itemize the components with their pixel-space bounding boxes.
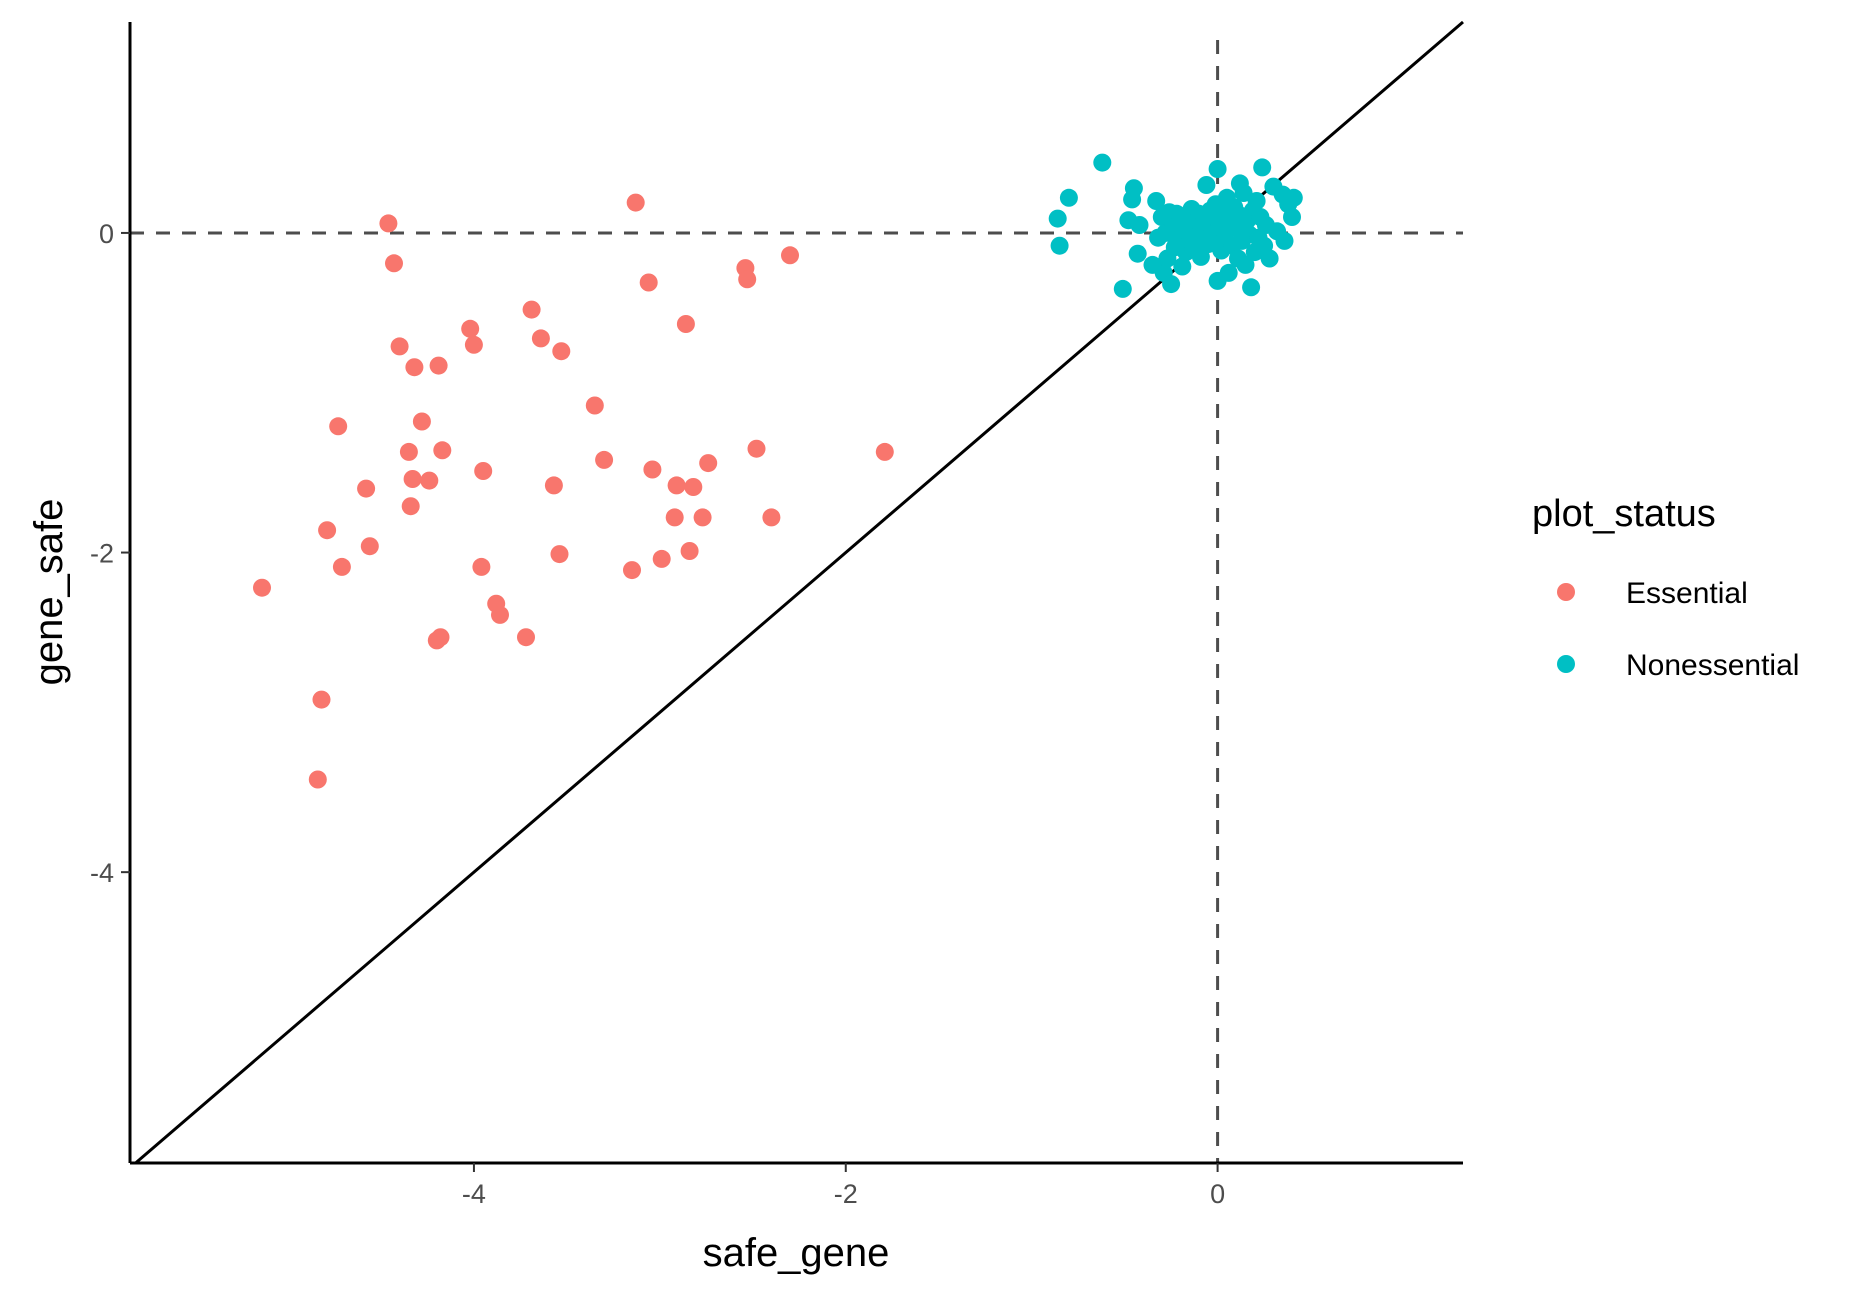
point-essential: [781, 246, 799, 265]
y-tick-label: 0: [99, 219, 114, 249]
point-nonessential: [1124, 179, 1143, 198]
point-essential: [643, 460, 662, 479]
point-essential: [684, 478, 703, 496]
point-essential: [357, 479, 376, 498]
point-essential: [665, 508, 684, 527]
point-essential: [550, 545, 569, 564]
x-tick-label: -2: [834, 1179, 858, 1209]
point-essential: [412, 412, 431, 431]
point-essential: [401, 497, 420, 516]
point-essential: [676, 315, 695, 333]
point-essential: [552, 342, 571, 361]
point-essential: [431, 628, 450, 647]
point-nonessential: [1143, 255, 1162, 274]
data-points: [253, 153, 1303, 789]
point-nonessential: [1128, 244, 1147, 263]
legend-key-essential: [1557, 583, 1575, 601]
legend-label-nonessential: Nonessential: [1626, 649, 1799, 682]
point-essential: [544, 476, 563, 495]
legend-label-essential: Essential: [1626, 577, 1748, 610]
point-essential: [405, 358, 424, 377]
point-essential: [332, 557, 351, 576]
point-nonessential: [1093, 153, 1112, 172]
point-essential: [875, 442, 894, 461]
x-axis-title: safe_gene: [703, 1231, 890, 1275]
point-essential: [253, 578, 271, 597]
point-nonessential: [1048, 209, 1067, 228]
point-essential: [379, 214, 398, 233]
x-tick-label: -4: [462, 1179, 486, 1209]
point-nonessential: [1130, 216, 1149, 234]
point-essential: [522, 300, 541, 319]
point-essential: [595, 450, 614, 469]
point-nonessential: [1260, 249, 1279, 268]
point-essential: [652, 549, 671, 568]
point-essential: [531, 329, 550, 348]
point-essential: [433, 441, 452, 460]
point-nonessential: [1050, 236, 1069, 255]
point-nonessential: [1242, 278, 1261, 297]
point-essential: [680, 542, 699, 560]
point-essential: [464, 335, 483, 354]
point-nonessential: [1236, 255, 1255, 274]
point-nonessential: [1284, 188, 1303, 207]
point-nonessential: [1208, 160, 1227, 178]
point-essential: [639, 273, 658, 292]
point-nonessential: [1113, 279, 1132, 298]
point-essential: [318, 521, 337, 540]
point-essential: [626, 193, 645, 212]
point-essential: [461, 319, 480, 338]
point-essential: [472, 557, 491, 576]
legend-key-nonessential: [1557, 655, 1575, 673]
y-tick-label: -4: [90, 858, 114, 888]
point-essential: [747, 439, 766, 458]
point-nonessential: [1253, 158, 1272, 177]
point-essential: [491, 605, 509, 624]
point-essential: [420, 471, 439, 490]
point-essential: [738, 270, 757, 289]
reference-lines: [130, 20, 1464, 1165]
legend: plot_status Essential Nonessential: [1532, 493, 1799, 682]
point-essential: [585, 396, 604, 415]
point-nonessential: [1283, 208, 1301, 226]
x-tick-label: 0: [1210, 1179, 1225, 1209]
legend-title: plot_status: [1532, 493, 1716, 535]
point-nonessential: [1275, 231, 1294, 250]
point-essential: [474, 462, 493, 480]
point-essential: [762, 508, 781, 527]
point-essential: [312, 690, 331, 709]
point-essential: [623, 561, 641, 580]
point-essential: [403, 470, 422, 488]
point-nonessential: [1247, 192, 1266, 210]
tick-marks: -4 -2 0 -4 -2 0: [90, 219, 1225, 1209]
point-nonessential: [1162, 275, 1181, 294]
point-nonessential: [1147, 192, 1166, 210]
point-essential: [308, 770, 327, 789]
point-essential: [517, 628, 535, 647]
point-essential: [390, 337, 409, 356]
point-essential: [693, 508, 712, 527]
point-essential: [329, 417, 348, 436]
point-nonessential: [1059, 188, 1078, 207]
point-essential: [667, 476, 686, 495]
point-essential: [385, 254, 403, 273]
point-essential: [429, 356, 448, 375]
y-axis-title: gene_safe: [27, 499, 71, 686]
point-essential: [399, 442, 418, 461]
y-tick-label: -2: [90, 539, 114, 569]
point-nonessential: [1230, 174, 1249, 193]
point-nonessential: [1219, 263, 1238, 282]
identity-line: [134, 20, 1464, 1165]
point-nonessential: [1173, 257, 1192, 276]
point-essential: [699, 454, 718, 473]
axes: [128, 22, 1463, 1165]
point-nonessential: [1197, 176, 1216, 194]
point-essential: [360, 537, 379, 556]
